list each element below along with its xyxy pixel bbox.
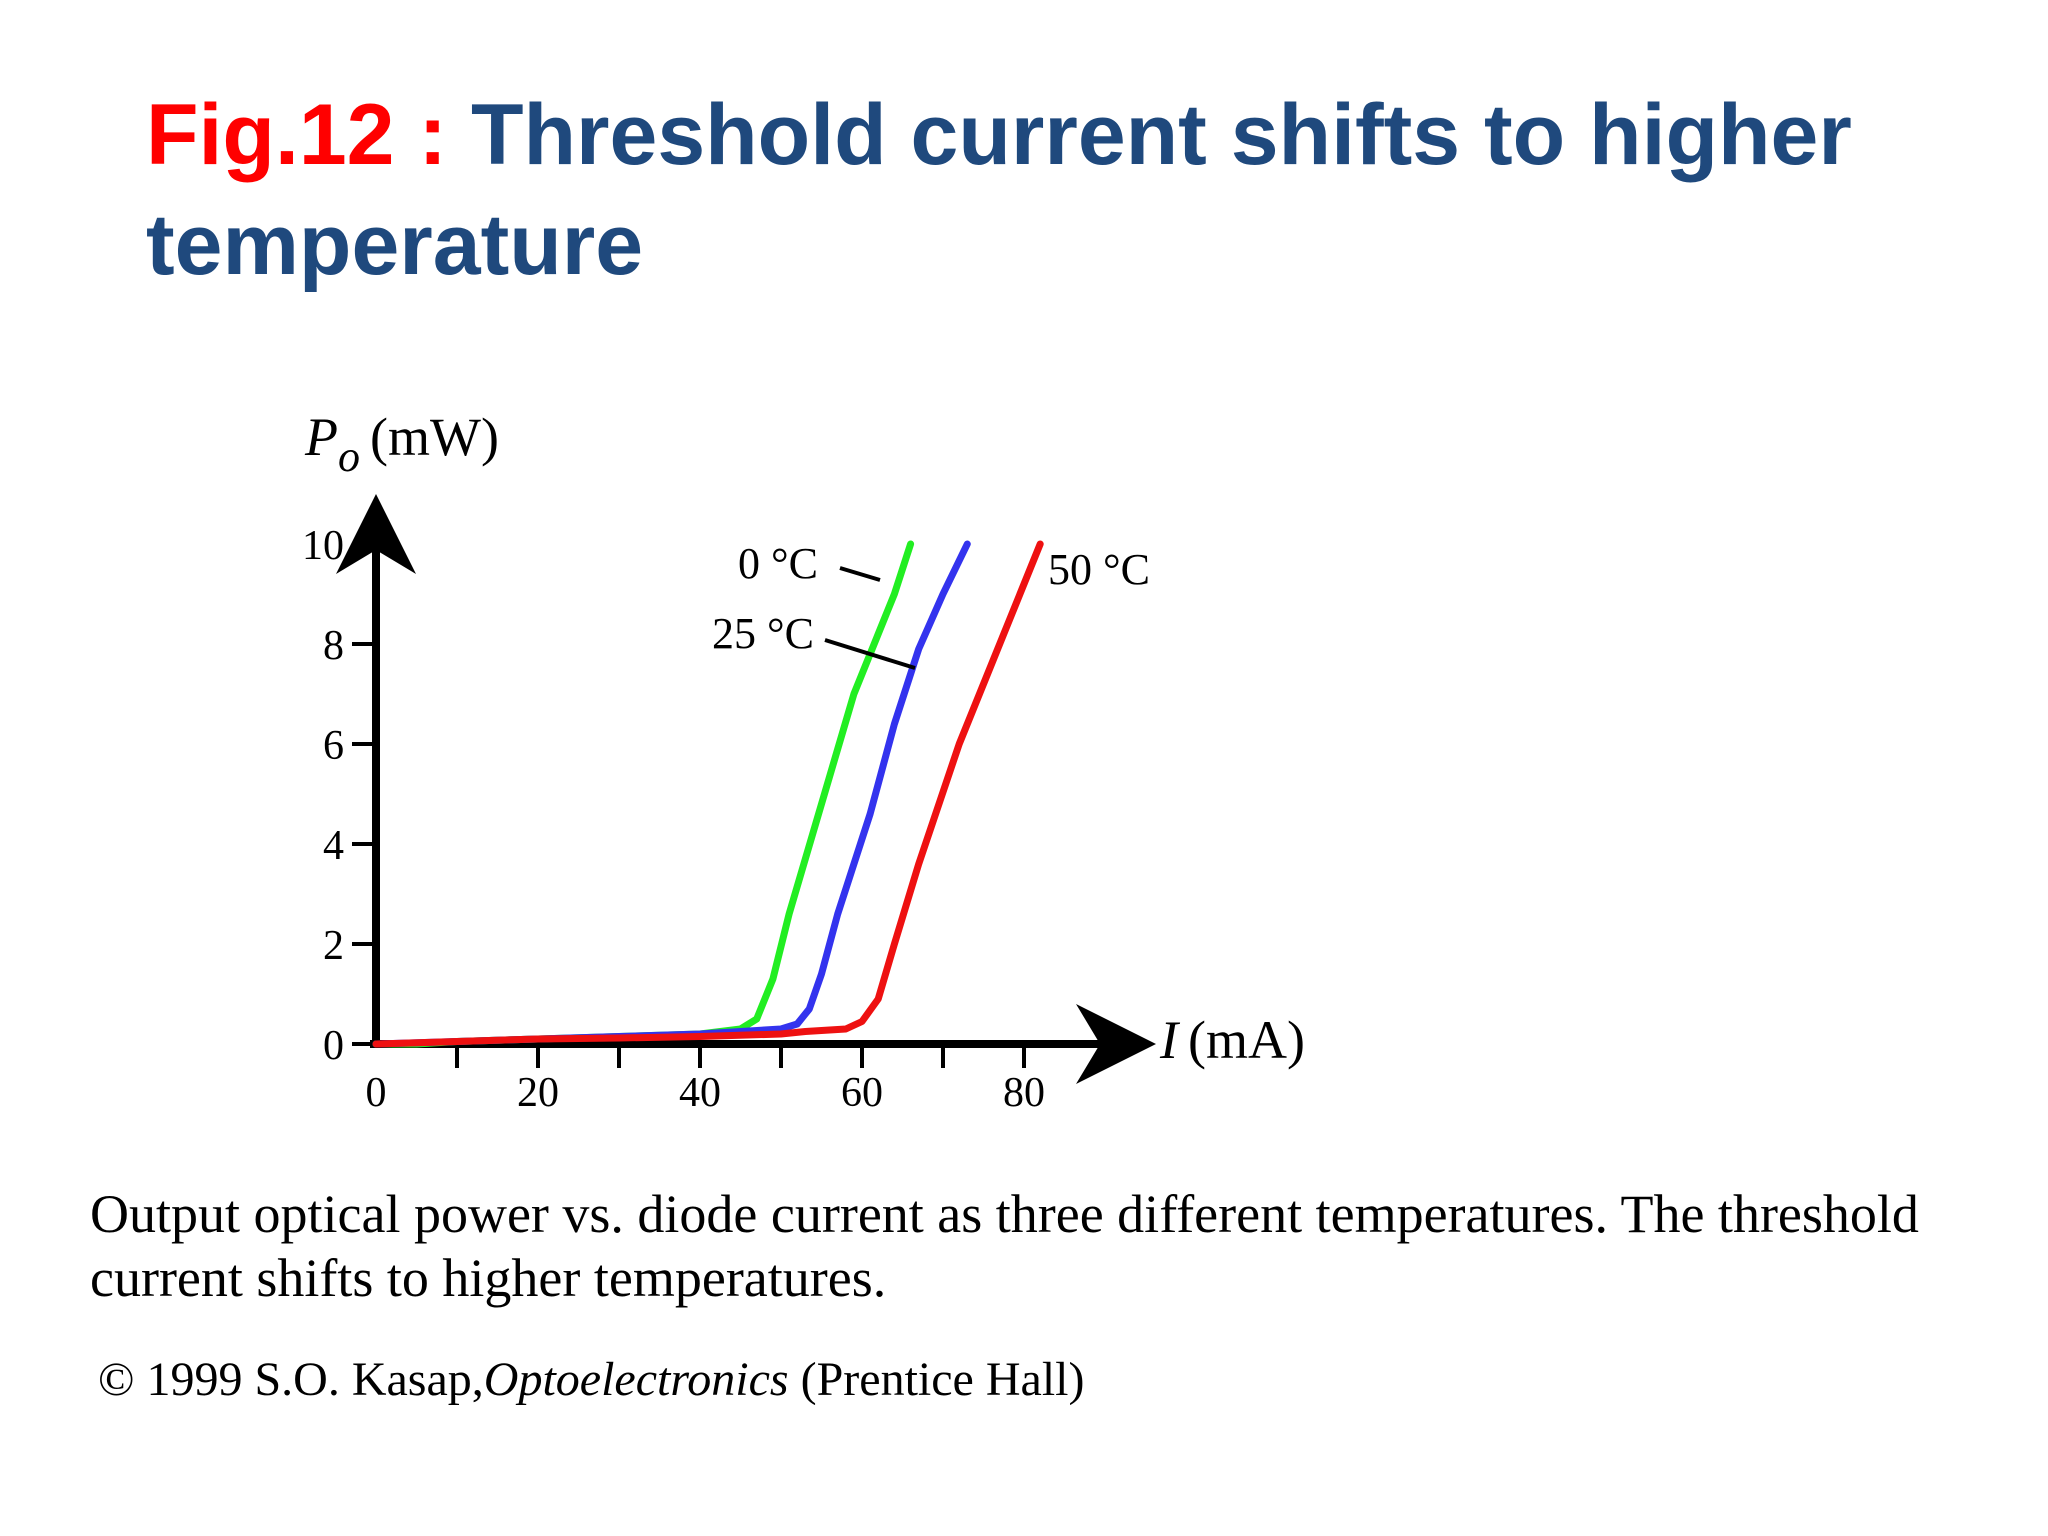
x-tick-label: 40: [679, 1070, 721, 1116]
y-tick-label: 8: [323, 623, 344, 669]
copyright-credit: © 1999 S.O. Kasap,Optoelectronics (Prent…: [98, 1350, 1084, 1410]
y-axis-symbol: P: [304, 407, 338, 467]
credit-publisher: (Prentice Hall): [800, 1353, 1085, 1406]
leader-line-0c: [839, 566, 881, 582]
figure-number: Fig.12 :: [146, 87, 448, 183]
y-axis-label: Po (mW): [304, 407, 499, 481]
annotation-leaders: [824, 566, 916, 670]
y-tick-label: 0: [323, 1023, 344, 1069]
series-lines: [372, 540, 1044, 1048]
x-axis-unit: (mA): [1188, 1010, 1305, 1070]
title-text: Threshold current shifts to higher tempe…: [146, 87, 1852, 293]
x-axis-symbol: I: [1159, 1010, 1181, 1070]
credit-prefix: © 1999 S.O. Kasap,: [98, 1353, 484, 1406]
chart-axes: [336, 494, 1156, 1084]
y-axis-unit: (mW): [370, 407, 499, 467]
series-line-0: [372, 540, 915, 1048]
x-tick-label: 80: [1003, 1070, 1045, 1116]
credit-book-title: Optoelectronics: [483, 1353, 789, 1406]
series-label-50c: 50 °C: [1048, 545, 1150, 594]
x-tick-label: 0: [366, 1070, 387, 1116]
x-axis-label: I (mA): [1159, 1010, 1305, 1070]
x-tick-label: 20: [517, 1070, 559, 1116]
slide-title: Fig.12 : Threshold current shifts to hig…: [146, 80, 1866, 300]
leader-line-25c: [824, 638, 916, 670]
axis-ticks: 0 2 4 6 8 10 0 20 40 60 80: [302, 523, 1107, 1116]
y-axis-subscript: o: [338, 432, 360, 481]
figure-caption: Output optical power vs. diode current a…: [90, 1184, 1919, 1308]
series-line-1: [372, 540, 971, 1048]
series-line-2: [372, 540, 1044, 1048]
series-label-25c: 25 °C: [712, 609, 814, 658]
y-tick-label: 10: [302, 523, 344, 569]
series-label-0c: 0 °C: [738, 539, 818, 588]
y-tick-label: 4: [323, 823, 344, 869]
y-tick-label: 2: [323, 923, 344, 969]
x-tick-label: 60: [841, 1070, 883, 1116]
y-tick-label: 6: [323, 723, 344, 769]
